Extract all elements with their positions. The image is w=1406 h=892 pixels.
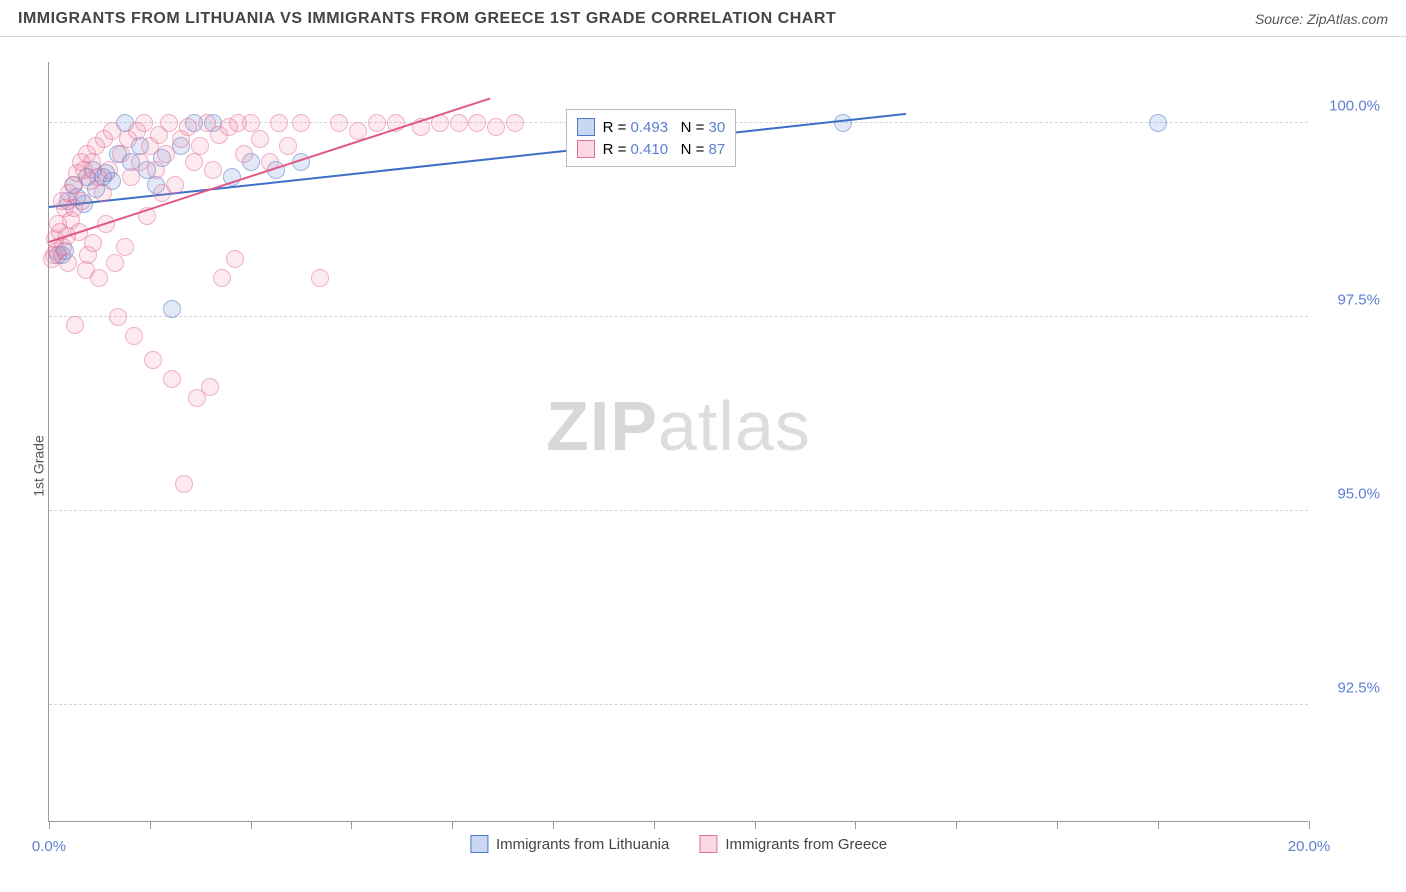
legend-swatch <box>577 140 595 158</box>
data-point <box>330 114 348 132</box>
data-point <box>175 475 193 493</box>
xtick-label: 0.0% <box>32 838 66 855</box>
data-point <box>185 153 203 171</box>
ytick-label: 100.0% <box>1329 98 1380 115</box>
watermark-zip: ZIP <box>546 387 658 465</box>
data-point <box>292 114 310 132</box>
data-point <box>349 122 367 140</box>
legend-swatch <box>577 118 595 136</box>
data-point <box>506 114 524 132</box>
data-point <box>122 168 140 186</box>
data-point <box>157 145 175 163</box>
series-legend-item: Immigrants from Greece <box>699 833 887 855</box>
ytick-label: 92.5% <box>1337 679 1380 696</box>
data-point <box>116 238 134 256</box>
legend-swatch <box>699 835 717 853</box>
stats-legend-row: R = 0.410 N = 87 <box>577 138 726 160</box>
data-point <box>100 161 118 179</box>
y-axis-label: 1st Grade <box>31 435 47 496</box>
xtick <box>956 821 957 829</box>
data-point <box>84 234 102 252</box>
stats-legend: R = 0.493 N = 30 R = 0.410 N = 87 <box>566 109 737 167</box>
xtick-label: 20.0% <box>1288 838 1331 855</box>
data-point <box>450 114 468 132</box>
data-point <box>59 254 77 272</box>
xtick <box>251 821 252 829</box>
chart-header: IMMIGRANTS FROM LITHUANIA VS IMMIGRANTS … <box>0 0 1406 37</box>
xtick <box>654 821 655 829</box>
xtick <box>1158 821 1159 829</box>
data-point <box>90 269 108 287</box>
gridline <box>49 316 1308 317</box>
data-point <box>270 114 288 132</box>
chart-source: Source: ZipAtlas.com <box>1255 11 1388 27</box>
data-point <box>66 316 84 334</box>
data-point <box>834 114 852 132</box>
legend-swatch <box>470 835 488 853</box>
legend-label: Immigrants from Greece <box>725 836 887 853</box>
watermark: ZIPatlas <box>546 386 811 466</box>
data-point <box>160 114 178 132</box>
data-point <box>213 269 231 287</box>
data-point <box>191 137 209 155</box>
gridline <box>49 510 1308 511</box>
xtick <box>1057 821 1058 829</box>
data-point <box>201 378 219 396</box>
data-point <box>125 327 143 345</box>
xtick <box>452 821 453 829</box>
data-point <box>73 192 91 210</box>
series-legend: Immigrants from Lithuania Immigrants from… <box>470 833 887 855</box>
data-point <box>179 118 197 136</box>
data-point <box>204 161 222 179</box>
data-point <box>311 269 329 287</box>
xtick <box>150 821 151 829</box>
data-point <box>94 184 112 202</box>
data-point <box>279 137 297 155</box>
data-point <box>226 250 244 268</box>
data-point <box>135 114 153 132</box>
xtick <box>553 821 554 829</box>
data-point <box>163 300 181 318</box>
data-point <box>109 308 127 326</box>
ytick-label: 95.0% <box>1337 485 1380 502</box>
stats-text: R = 0.493 N = 30 <box>603 119 726 136</box>
data-point <box>166 176 184 194</box>
data-point <box>106 254 124 272</box>
plot-area: ZIPatlas 92.5%95.0%97.5%100.0%0.0%20.0%R… <box>48 62 1308 822</box>
source-value: ZipAtlas.com <box>1307 11 1388 27</box>
watermark-atlas: atlas <box>658 387 811 465</box>
data-point <box>468 114 486 132</box>
gridline <box>49 704 1308 705</box>
data-point <box>251 130 269 148</box>
chart-container: 1st Grade ZIPatlas 92.5%95.0%97.5%100.0%… <box>0 40 1406 892</box>
ytick-label: 97.5% <box>1337 291 1380 308</box>
chart-title: IMMIGRANTS FROM LITHUANIA VS IMMIGRANTS … <box>18 10 836 28</box>
data-point <box>368 114 386 132</box>
xtick <box>351 821 352 829</box>
xtick <box>1309 821 1310 829</box>
data-point <box>235 145 253 163</box>
source-prefix: Source: <box>1255 11 1307 27</box>
xtick <box>49 821 50 829</box>
xtick <box>855 821 856 829</box>
data-point <box>144 351 162 369</box>
data-point <box>487 118 505 136</box>
data-point <box>1149 114 1167 132</box>
data-point <box>163 370 181 388</box>
data-point <box>112 145 130 163</box>
series-legend-item: Immigrants from Lithuania <box>470 833 669 855</box>
data-point <box>147 161 165 179</box>
stats-text: R = 0.410 N = 87 <box>603 141 726 158</box>
legend-label: Immigrants from Lithuania <box>496 836 669 853</box>
xtick <box>755 821 756 829</box>
stats-legend-row: R = 0.493 N = 30 <box>577 116 726 138</box>
